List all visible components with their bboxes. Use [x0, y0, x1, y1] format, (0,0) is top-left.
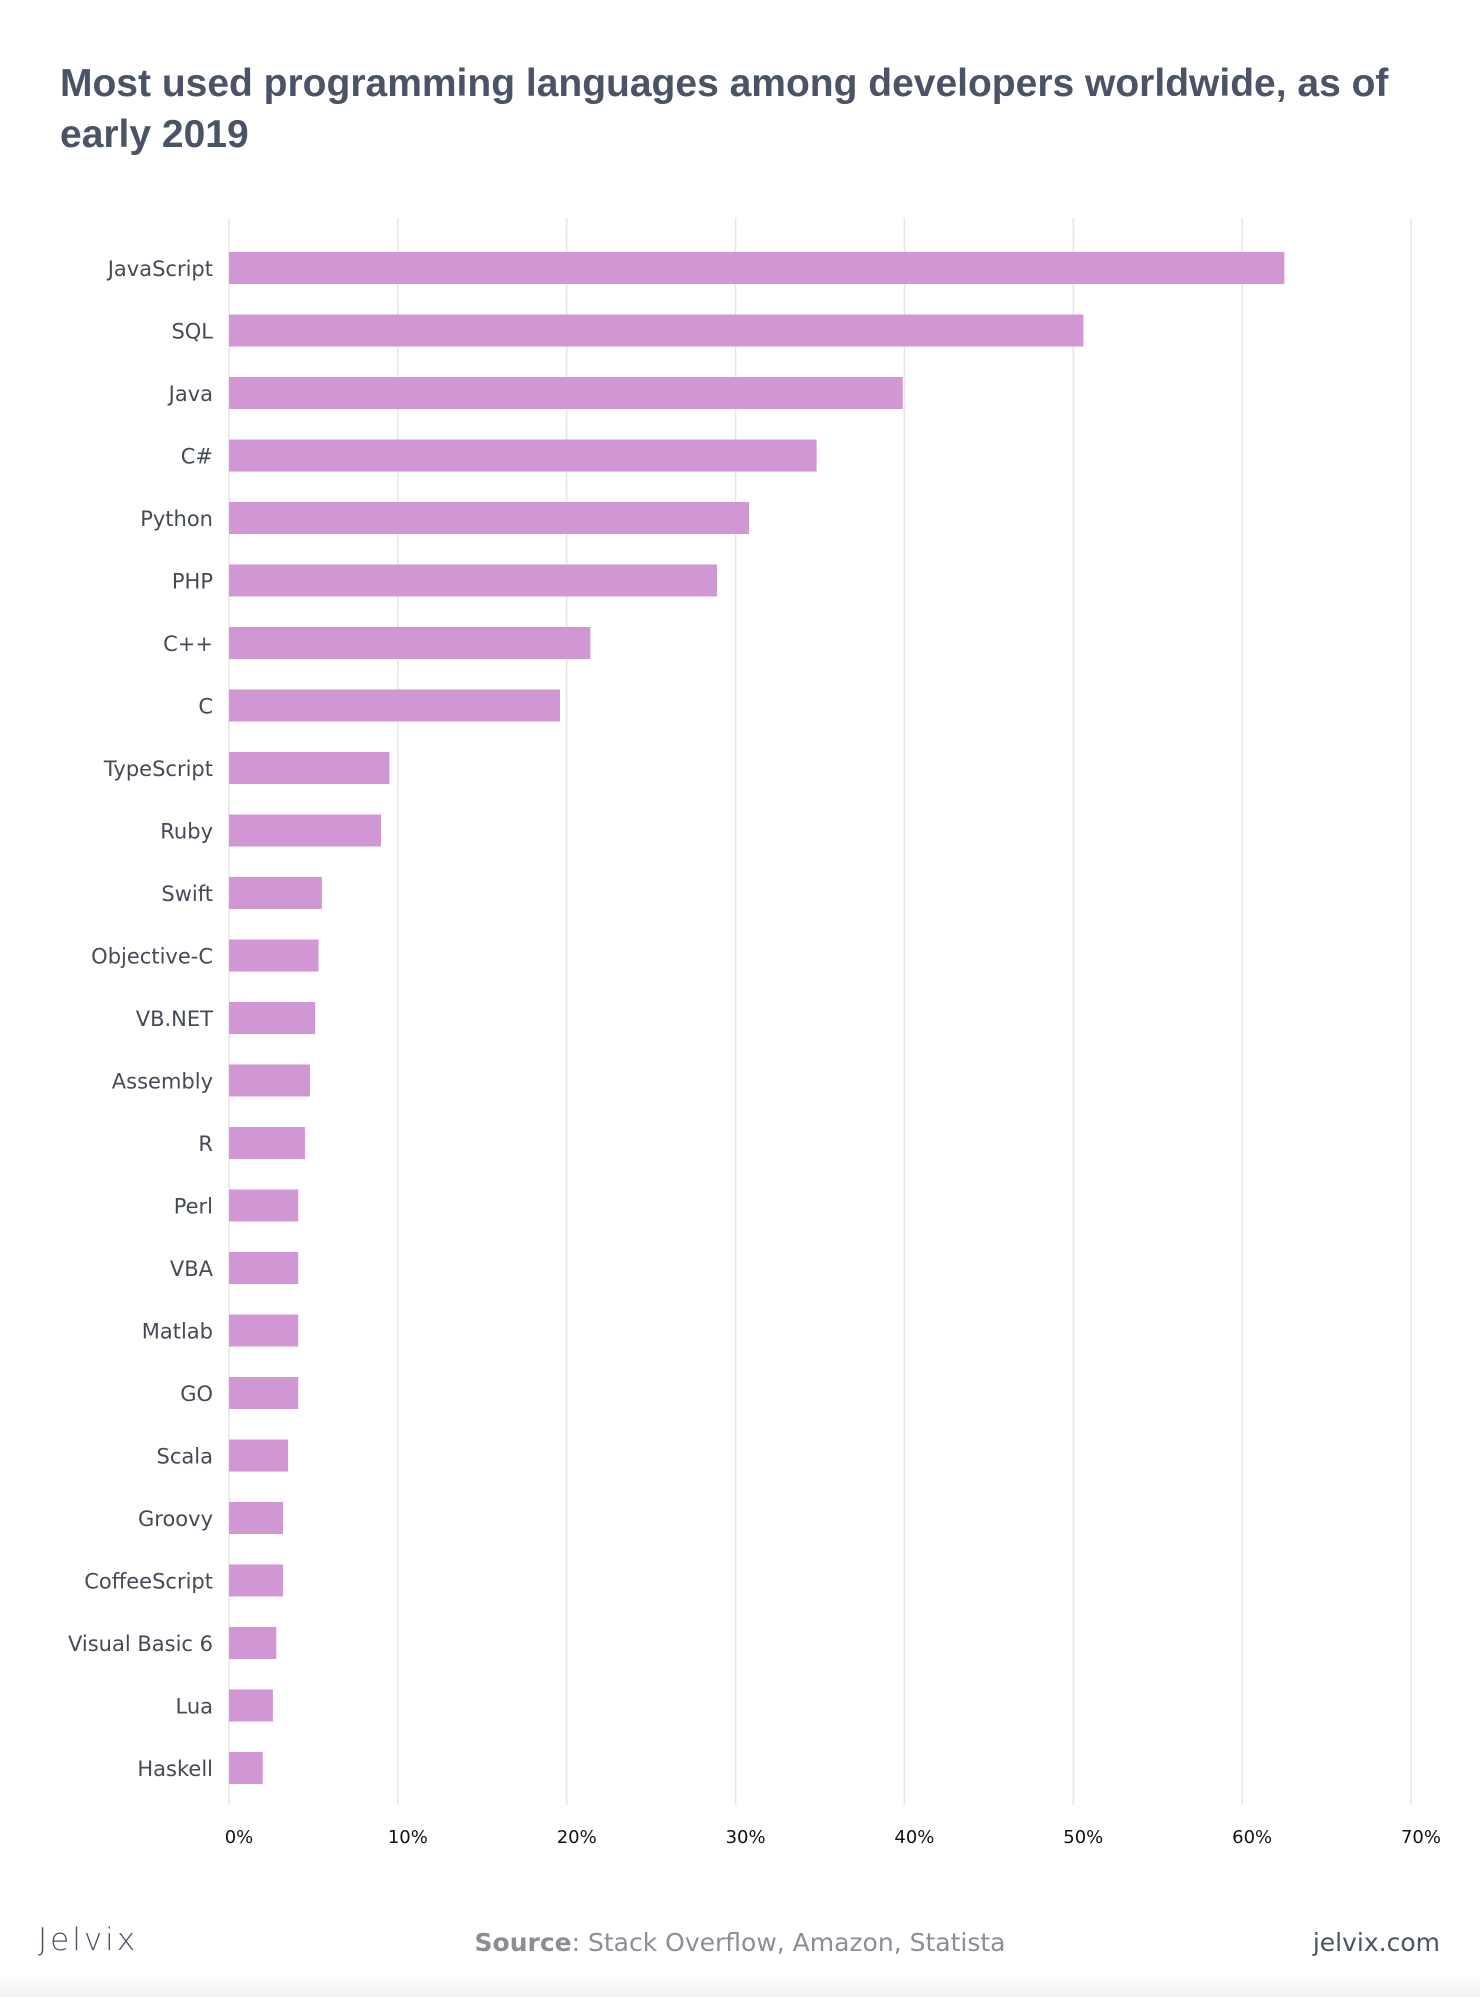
category-label: Java	[167, 382, 213, 406]
x-tick-label: 70%	[1401, 1827, 1441, 1848]
category-label: Ruby	[160, 820, 213, 844]
x-tick-label: 20%	[557, 1827, 597, 1848]
category-label: Perl	[174, 1195, 213, 1219]
category-label: VB.NET	[136, 1007, 213, 1031]
category-label: TypeScript	[103, 757, 213, 781]
x-tick-label: 10%	[388, 1827, 428, 1848]
bar-visual-basic-6	[229, 1627, 277, 1659]
gridlines	[228, 218, 1412, 1805]
category-label: Assembly	[112, 1070, 213, 1094]
bar-sql	[229, 314, 1084, 347]
category-label: Matlab	[142, 1320, 213, 1344]
bar-scala	[229, 1439, 289, 1472]
bar-typescript	[229, 752, 390, 784]
site-url[interactable]: jelvix.com	[1312, 1928, 1440, 1957]
category-label: C#	[181, 445, 213, 469]
source-key: Source	[474, 1928, 572, 1957]
source-text: : Stack Overflow, Amazon, Statista	[571, 1928, 1006, 1957]
bars	[229, 252, 1285, 1784]
bar-r	[229, 1127, 305, 1159]
bar-c-	[229, 627, 591, 659]
bar-lua	[229, 1689, 273, 1722]
x-tick-labels: 0% 10% 20% 30% 40% 50% 60% 70%	[225, 1827, 1441, 1848]
category-label: R	[198, 1132, 213, 1156]
bar-matlab	[229, 1314, 299, 1347]
category-label: VBA	[170, 1257, 214, 1281]
bar-perl	[229, 1189, 299, 1222]
bar-groovy	[229, 1502, 284, 1534]
bar-assembly	[229, 1064, 311, 1097]
category-label: GO	[180, 1382, 213, 1406]
category-label: Haskell	[137, 1757, 213, 1781]
x-tick-label: 60%	[1232, 1827, 1272, 1848]
jelvix-logo: Jelvix	[38, 1922, 139, 1958]
page-bottom-edge	[0, 1975, 1480, 1997]
x-tick-label: 0%	[225, 1827, 254, 1848]
chart-title: Most used programming languages among de…	[60, 62, 1389, 156]
x-tick-label: 40%	[894, 1827, 934, 1848]
category-label: Visual Basic 6	[68, 1632, 213, 1656]
category-label: C++	[163, 632, 213, 656]
bar-vba	[229, 1252, 299, 1284]
category-label: Python	[140, 507, 213, 531]
bar-vb-net	[229, 1002, 316, 1034]
category-label: Scala	[157, 1445, 213, 1469]
bar-coffeescript	[229, 1564, 284, 1597]
x-tick-label: 30%	[726, 1827, 766, 1848]
category-label: SQL	[171, 320, 213, 344]
category-label: C	[198, 695, 213, 719]
category-label: Swift	[161, 882, 213, 906]
bar-haskell	[229, 1752, 263, 1784]
source-note: Source: Stack Overflow, Amazon, Statista	[0, 1928, 1480, 1957]
bar-ruby	[229, 814, 381, 847]
bar-python	[229, 502, 750, 534]
bar-javascript	[229, 252, 1285, 284]
x-tick-label: 50%	[1063, 1827, 1103, 1848]
category-labels: JavaScript SQL Java C# Python PHP C++ C TypeScri…	[68, 257, 214, 1781]
bar-go	[229, 1377, 299, 1409]
category-label: Objective-C	[91, 945, 213, 969]
bar-swift	[229, 877, 322, 909]
category-label: CoffeeScript	[84, 1570, 213, 1594]
category-label: PHP	[172, 570, 213, 594]
category-label: Groovy	[138, 1507, 213, 1531]
bar-c-	[229, 439, 817, 472]
category-label: JavaScript	[106, 257, 213, 281]
bar-c	[229, 689, 560, 722]
bar-php	[229, 564, 717, 597]
bar-java	[229, 377, 903, 409]
bar-chart: JavaScript SQL Java C# Python PHP C++ C TypeScri…	[68, 218, 1441, 1848]
category-label: Lua	[175, 1695, 213, 1719]
bar-objective-c	[229, 939, 319, 972]
